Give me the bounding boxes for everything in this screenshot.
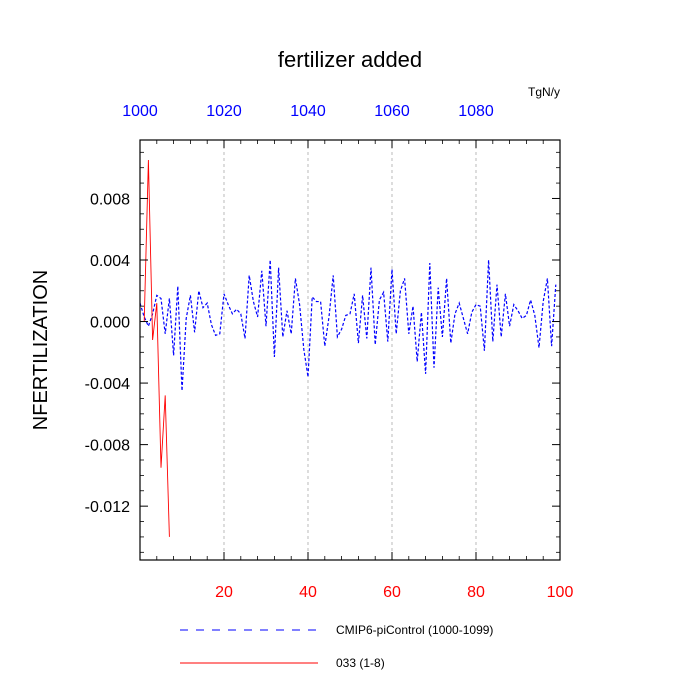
axes: 0.008 0.004 0.000 -0.004 -0.008 -0.012 20 40 60 8… bbox=[85, 103, 574, 601]
series-line-0 bbox=[139, 259, 557, 391]
x-top-tick-label: 1020 bbox=[206, 103, 242, 120]
x-bottom-tick-label: 100 bbox=[547, 584, 574, 601]
y-tick-label: 0.000 bbox=[90, 315, 130, 332]
units-label: TgN/y bbox=[528, 85, 560, 99]
x-bottom-tick-label: 40 bbox=[299, 584, 317, 601]
x-top-tick-label: 1040 bbox=[290, 103, 326, 120]
x-bottom-tick-label: 20 bbox=[215, 584, 233, 601]
legend-label-cmip6: CMIP6-piControl (1000-1099) bbox=[336, 623, 493, 637]
legend-label-033: 033 (1-8) bbox=[336, 656, 385, 670]
y-tick-label: -0.012 bbox=[85, 499, 130, 516]
y-axis-label: NFERTILIZATION bbox=[30, 270, 52, 430]
x-bottom-tick-label: 60 bbox=[383, 584, 401, 601]
x-top-tick-label: 1000 bbox=[122, 103, 158, 120]
y-tick-label: -0.008 bbox=[85, 438, 130, 455]
legend: CMIP6-piControl (1000-1099) 033 (1-8) bbox=[180, 623, 493, 670]
y-tick-label: 0.008 bbox=[90, 191, 130, 208]
y-tick-label: -0.004 bbox=[85, 376, 130, 393]
plot-frame bbox=[139, 139, 561, 561]
series-line-1 bbox=[143, 159, 170, 537]
y-tick-label: 0.004 bbox=[90, 253, 130, 270]
x-bottom-tick-label: 80 bbox=[467, 584, 485, 601]
grid-lines bbox=[223, 140, 477, 560]
x-top-tick-label: 1060 bbox=[374, 103, 410, 120]
series-layer bbox=[139, 159, 557, 537]
chart-title: fertilizer added bbox=[278, 47, 422, 72]
x-top-tick-label: 1080 bbox=[458, 103, 494, 120]
